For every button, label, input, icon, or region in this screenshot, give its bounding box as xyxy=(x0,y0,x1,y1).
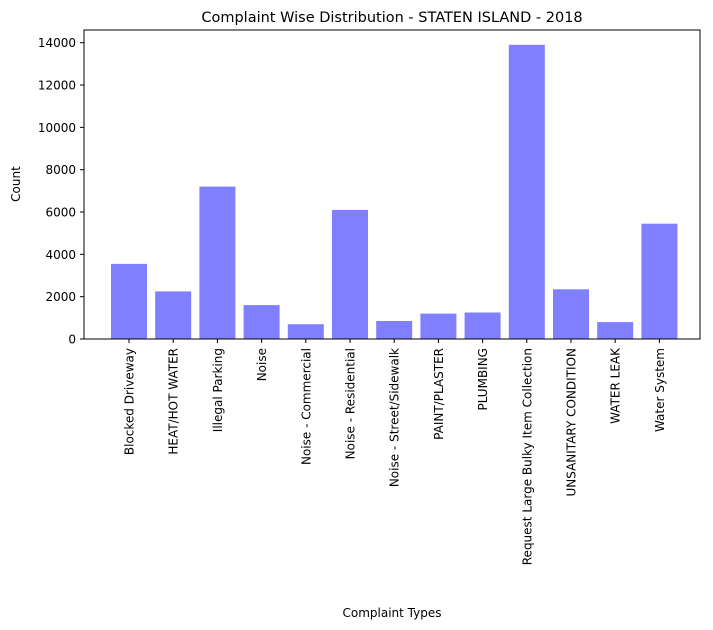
x-tick-label: Noise xyxy=(255,348,269,381)
y-tick-label: 2000 xyxy=(45,290,76,304)
y-tick-label: 6000 xyxy=(45,206,76,220)
bar xyxy=(199,186,236,339)
x-tick-label: UNSANITARY CONDITION xyxy=(565,348,579,497)
x-tick-label: Water System xyxy=(653,348,667,432)
bar xyxy=(508,44,545,340)
bar xyxy=(287,324,324,339)
y-tick-label: 4000 xyxy=(45,248,76,262)
y-tick-label: 10000 xyxy=(38,121,76,135)
bar xyxy=(464,312,501,339)
x-axis-title: Complaint Types xyxy=(343,606,442,620)
y-tick-label: 12000 xyxy=(38,79,76,93)
x-tick-label: Noise - Street/Sidewalk xyxy=(388,348,402,487)
y-tick-label: 8000 xyxy=(45,163,76,177)
bar xyxy=(155,291,192,339)
y-axis-title: Count xyxy=(9,166,23,202)
x-tick-label: Request Large Bulky Item Collection xyxy=(520,348,534,565)
bar xyxy=(597,322,634,339)
x-tick-label: WATER LEAK xyxy=(609,347,623,424)
bar xyxy=(641,223,678,339)
x-tick-label: Blocked Driveway xyxy=(123,348,137,455)
bar xyxy=(420,313,457,339)
y-axis: 0 2000 4000 6000 8000 10000 12000 14000 xyxy=(38,36,84,347)
bar xyxy=(376,321,413,339)
x-tick-label: PAINT/PLASTER xyxy=(432,348,446,440)
x-tick-label: Noise - Commercial xyxy=(299,348,313,465)
x-axis: Blocked Driveway HEAT/HOT WATER Illegal Pa… xyxy=(123,339,667,565)
plot-frame xyxy=(83,29,701,340)
bars-group xyxy=(111,44,678,340)
bar xyxy=(111,263,147,339)
bar xyxy=(553,289,589,339)
bar xyxy=(332,209,368,339)
x-tick-label: PLUMBING xyxy=(476,348,490,411)
y-tick-label: 0 xyxy=(68,333,76,347)
x-tick-label: HEAT/HOT WATER xyxy=(167,348,181,455)
chart-title: Complaint Wise Distribution - STATEN ISL… xyxy=(201,10,582,26)
bar xyxy=(243,305,280,339)
x-tick-label: Illegal Parking xyxy=(211,348,225,432)
y-tick-label: 14000 xyxy=(38,36,76,50)
x-tick-label: Noise - Residential xyxy=(344,348,358,459)
